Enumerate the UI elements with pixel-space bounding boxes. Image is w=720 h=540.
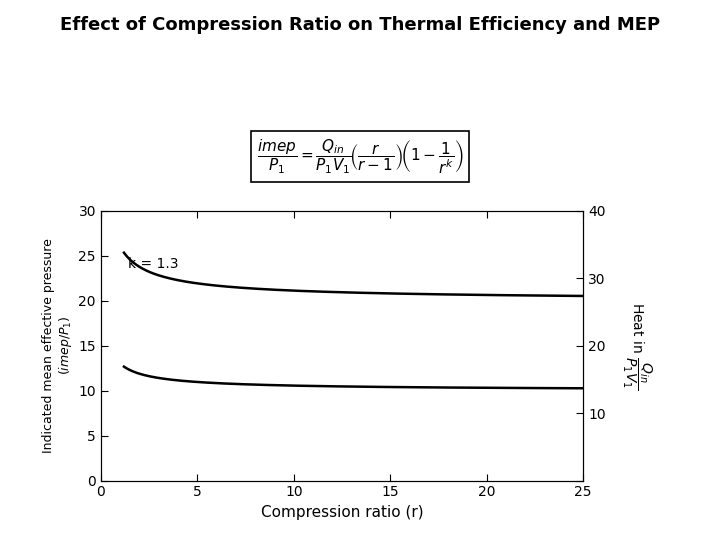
Text: k = 1.3: k = 1.3 xyxy=(128,258,179,272)
Text: $\dfrac{imep}{P_1} = \dfrac{Q_{in}}{P_1 V_1}\!\left(\dfrac{r}{r-1}\right)\!\left: $\dfrac{imep}{P_1} = \dfrac{Q_{in}}{P_1 … xyxy=(256,137,464,176)
X-axis label: Compression ratio (r): Compression ratio (r) xyxy=(261,505,423,520)
Y-axis label: Indicated mean effective pressure
$(imep/P_1)$: Indicated mean effective pressure $(imep… xyxy=(42,238,74,453)
Y-axis label: Heat in $\dfrac{Q_{in}}{P_1 V_1}$: Heat in $\dfrac{Q_{in}}{P_1 V_1}$ xyxy=(620,302,653,389)
Text: Effect of Compression Ratio on Thermal Efficiency and MEP: Effect of Compression Ratio on Thermal E… xyxy=(60,16,660,34)
